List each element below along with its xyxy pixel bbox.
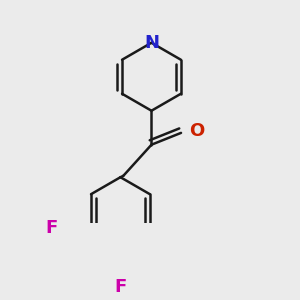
Text: F: F [114, 278, 127, 296]
Text: F: F [45, 219, 58, 237]
Text: O: O [189, 122, 205, 140]
Text: N: N [144, 34, 159, 52]
